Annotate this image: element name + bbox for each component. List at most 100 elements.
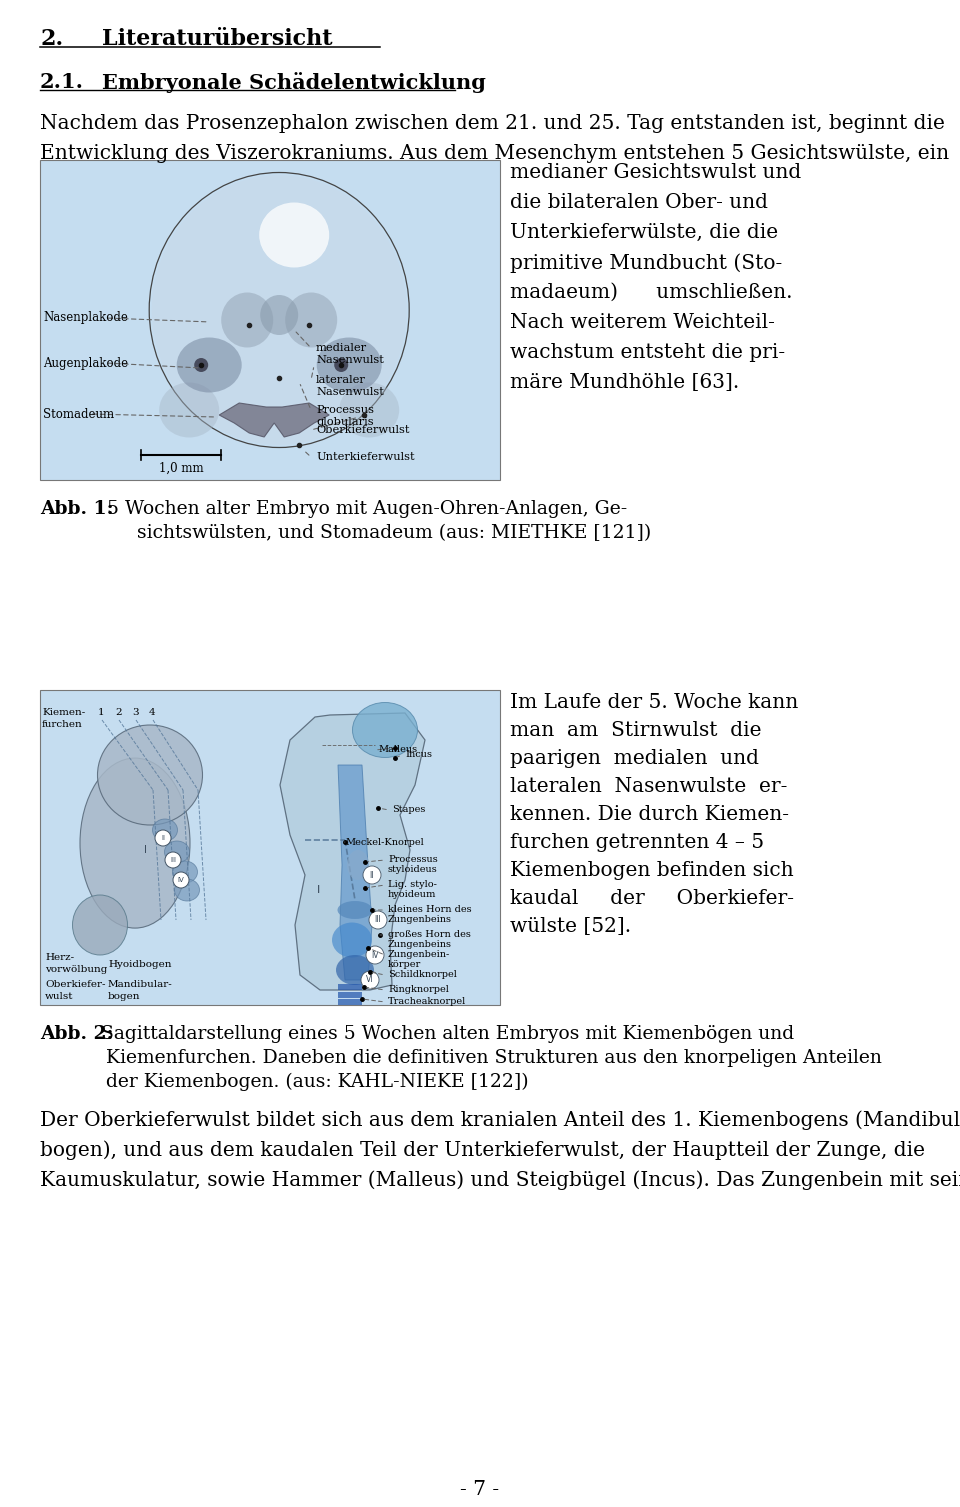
Text: - 7 -: - 7 - <box>461 1480 499 1499</box>
Text: 2: 2 <box>115 708 122 717</box>
Ellipse shape <box>336 955 374 986</box>
Text: VI: VI <box>367 975 373 984</box>
Text: kaudal     der     Oberkiefer-: kaudal der Oberkiefer- <box>510 889 794 909</box>
Ellipse shape <box>152 175 407 445</box>
Text: wachstum entsteht die pri-: wachstum entsteht die pri- <box>510 344 785 362</box>
Text: Unterkieferwülste, die die: Unterkieferwülste, die die <box>510 223 779 243</box>
Ellipse shape <box>260 295 299 335</box>
Text: Malleus: Malleus <box>378 744 418 754</box>
Circle shape <box>366 946 384 964</box>
Text: kennen. Die durch Kiemen-: kennen. Die durch Kiemen- <box>510 805 789 824</box>
Text: medianer Gesichtswulst und: medianer Gesichtswulst und <box>510 163 802 182</box>
Ellipse shape <box>177 338 242 392</box>
Ellipse shape <box>339 383 399 437</box>
Text: Processus
styloideus: Processus styloideus <box>388 854 438 874</box>
Ellipse shape <box>173 860 198 883</box>
Text: märe Mundhöhle [63].: märe Mundhöhle [63]. <box>510 374 739 392</box>
Text: III: III <box>374 915 381 924</box>
Circle shape <box>194 359 208 372</box>
Text: Sagittaldarstellung eines 5 Wochen alten Embryos mit Kiemenbögen und: Sagittaldarstellung eines 5 Wochen alten… <box>95 1025 794 1043</box>
Text: der Kiemenbogen. (aus: KAHL-NIEKE [122]): der Kiemenbogen. (aus: KAHL-NIEKE [122]) <box>40 1073 529 1091</box>
Ellipse shape <box>159 383 219 437</box>
Text: Nasenplakode: Nasenplakode <box>43 312 128 324</box>
Polygon shape <box>338 766 372 980</box>
Ellipse shape <box>332 922 372 957</box>
Text: I: I <box>144 845 147 854</box>
Text: 2.: 2. <box>40 29 63 50</box>
Text: lateralen  Nasenwulste  er-: lateralen Nasenwulste er- <box>510 778 787 796</box>
Text: Mandibular-: Mandibular- <box>108 980 173 989</box>
Text: paarigen  medialen  und: paarigen medialen und <box>510 749 759 769</box>
Text: 2.1.: 2.1. <box>40 72 84 92</box>
Text: II: II <box>370 871 374 880</box>
Circle shape <box>173 873 189 888</box>
Text: Lig. stylo-
hyoideum: Lig. stylo- hyoideum <box>388 880 437 900</box>
Circle shape <box>369 912 387 928</box>
Ellipse shape <box>80 758 190 928</box>
Ellipse shape <box>73 895 128 955</box>
Polygon shape <box>219 402 329 437</box>
Ellipse shape <box>175 879 200 901</box>
Text: Stapes: Stapes <box>392 805 425 814</box>
Text: Stomadeum: Stomadeum <box>43 407 114 420</box>
Text: Kiemenbogen befinden sich: Kiemenbogen befinden sich <box>510 860 794 880</box>
Text: Im Laufe der 5. Woche kann: Im Laufe der 5. Woche kann <box>510 693 799 711</box>
Text: Oberkiefer-: Oberkiefer- <box>45 980 106 989</box>
Text: Embryonale Schädelentwicklung: Embryonale Schädelentwicklung <box>102 72 486 93</box>
Bar <box>40 160 500 481</box>
Text: Der Oberkieferwulst bildet sich aus dem kranialen Anteil des 1. Kiemenbogens (Ma: Der Oberkieferwulst bildet sich aus dem … <box>40 1111 960 1130</box>
Text: Schildknorpel: Schildknorpel <box>388 971 457 980</box>
Text: Unterkieferwulst: Unterkieferwulst <box>316 452 415 463</box>
Text: Nach weiterem Weichteil-: Nach weiterem Weichteil- <box>510 313 775 332</box>
Circle shape <box>334 359 348 372</box>
Ellipse shape <box>317 338 382 392</box>
Text: 4: 4 <box>149 708 156 717</box>
Text: IV: IV <box>178 877 184 883</box>
Text: sichtswülsten, und Stomadeum (aus: MIETHKE [121]): sichtswülsten, und Stomadeum (aus: MIETH… <box>95 524 651 543</box>
Text: Literaturübersicht: Literaturübersicht <box>102 29 332 50</box>
Text: Kaumuskulatur, sowie Hammer (Malleus) und Steigbügel (Incus). Das Zungenbein mit: Kaumuskulatur, sowie Hammer (Malleus) un… <box>40 1169 960 1189</box>
Text: Herz-: Herz- <box>45 952 74 961</box>
Text: furchen getrennten 4 – 5: furchen getrennten 4 – 5 <box>510 833 764 851</box>
Text: II: II <box>161 835 165 841</box>
Text: Tracheaknorpel: Tracheaknorpel <box>388 998 467 1007</box>
Text: 1: 1 <box>98 708 105 717</box>
Text: Processus
globularis: Processus globularis <box>316 405 374 426</box>
Ellipse shape <box>153 818 178 841</box>
Text: Incus: Incus <box>405 750 432 760</box>
Text: bogen), und aus dem kaudalen Teil der Unterkieferwulst, der Hauptteil der Zunge,: bogen), und aus dem kaudalen Teil der Un… <box>40 1139 925 1160</box>
Text: I: I <box>317 885 320 895</box>
Text: IV: IV <box>372 951 379 960</box>
Ellipse shape <box>221 292 274 348</box>
Bar <box>338 999 362 1005</box>
Text: kleines Horn des
Zungenbeins: kleines Horn des Zungenbeins <box>388 906 471 924</box>
Circle shape <box>363 867 381 885</box>
Text: medialer
Nasenwulst: medialer Nasenwulst <box>316 344 384 365</box>
Ellipse shape <box>259 202 329 268</box>
Bar <box>338 992 362 998</box>
Text: lateraler
Nasenwulst: lateraler Nasenwulst <box>316 375 384 396</box>
Ellipse shape <box>338 901 372 919</box>
Text: Kiemen-: Kiemen- <box>42 708 85 717</box>
Text: vorwölbung: vorwölbung <box>45 964 108 974</box>
Text: 5 Wochen alter Embryo mit Augen-Ohren-Anlagen, Ge-: 5 Wochen alter Embryo mit Augen-Ohren-An… <box>95 500 627 518</box>
Text: man  am  Stirnwulst  die: man am Stirnwulst die <box>510 720 761 740</box>
Text: 1,0 mm: 1,0 mm <box>159 463 204 475</box>
Text: Augenplakode: Augenplakode <box>43 357 128 369</box>
Text: Entwicklung des Viszerokraniums. Aus dem Mesenchym entstehen 5 Gesichtswülste, e: Entwicklung des Viszerokraniums. Aus dem… <box>40 145 949 163</box>
Ellipse shape <box>347 850 369 880</box>
Text: Nachdem das Prosenzephalon zwischen dem 21. und 25. Tag entstanden ist, beginnt : Nachdem das Prosenzephalon zwischen dem … <box>40 115 945 133</box>
Text: Kiemenfurchen. Daneben die definitiven Strukturen aus den knorpeligen Anteilen: Kiemenfurchen. Daneben die definitiven S… <box>40 1049 882 1067</box>
Text: großes Horn des
Zungenbeins: großes Horn des Zungenbeins <box>388 930 470 949</box>
Polygon shape <box>280 713 425 990</box>
Text: wülste [52].: wülste [52]. <box>510 916 631 936</box>
Text: Abb. 1:: Abb. 1: <box>40 500 113 518</box>
Ellipse shape <box>164 841 189 864</box>
Text: Oberkieferwulst: Oberkieferwulst <box>316 425 410 436</box>
Circle shape <box>165 851 181 868</box>
Text: die bilateralen Ober- und: die bilateralen Ober- und <box>510 193 768 212</box>
Circle shape <box>361 971 379 989</box>
Text: Hyoidbogen: Hyoidbogen <box>108 960 172 969</box>
Circle shape <box>155 830 171 845</box>
Ellipse shape <box>285 292 337 348</box>
